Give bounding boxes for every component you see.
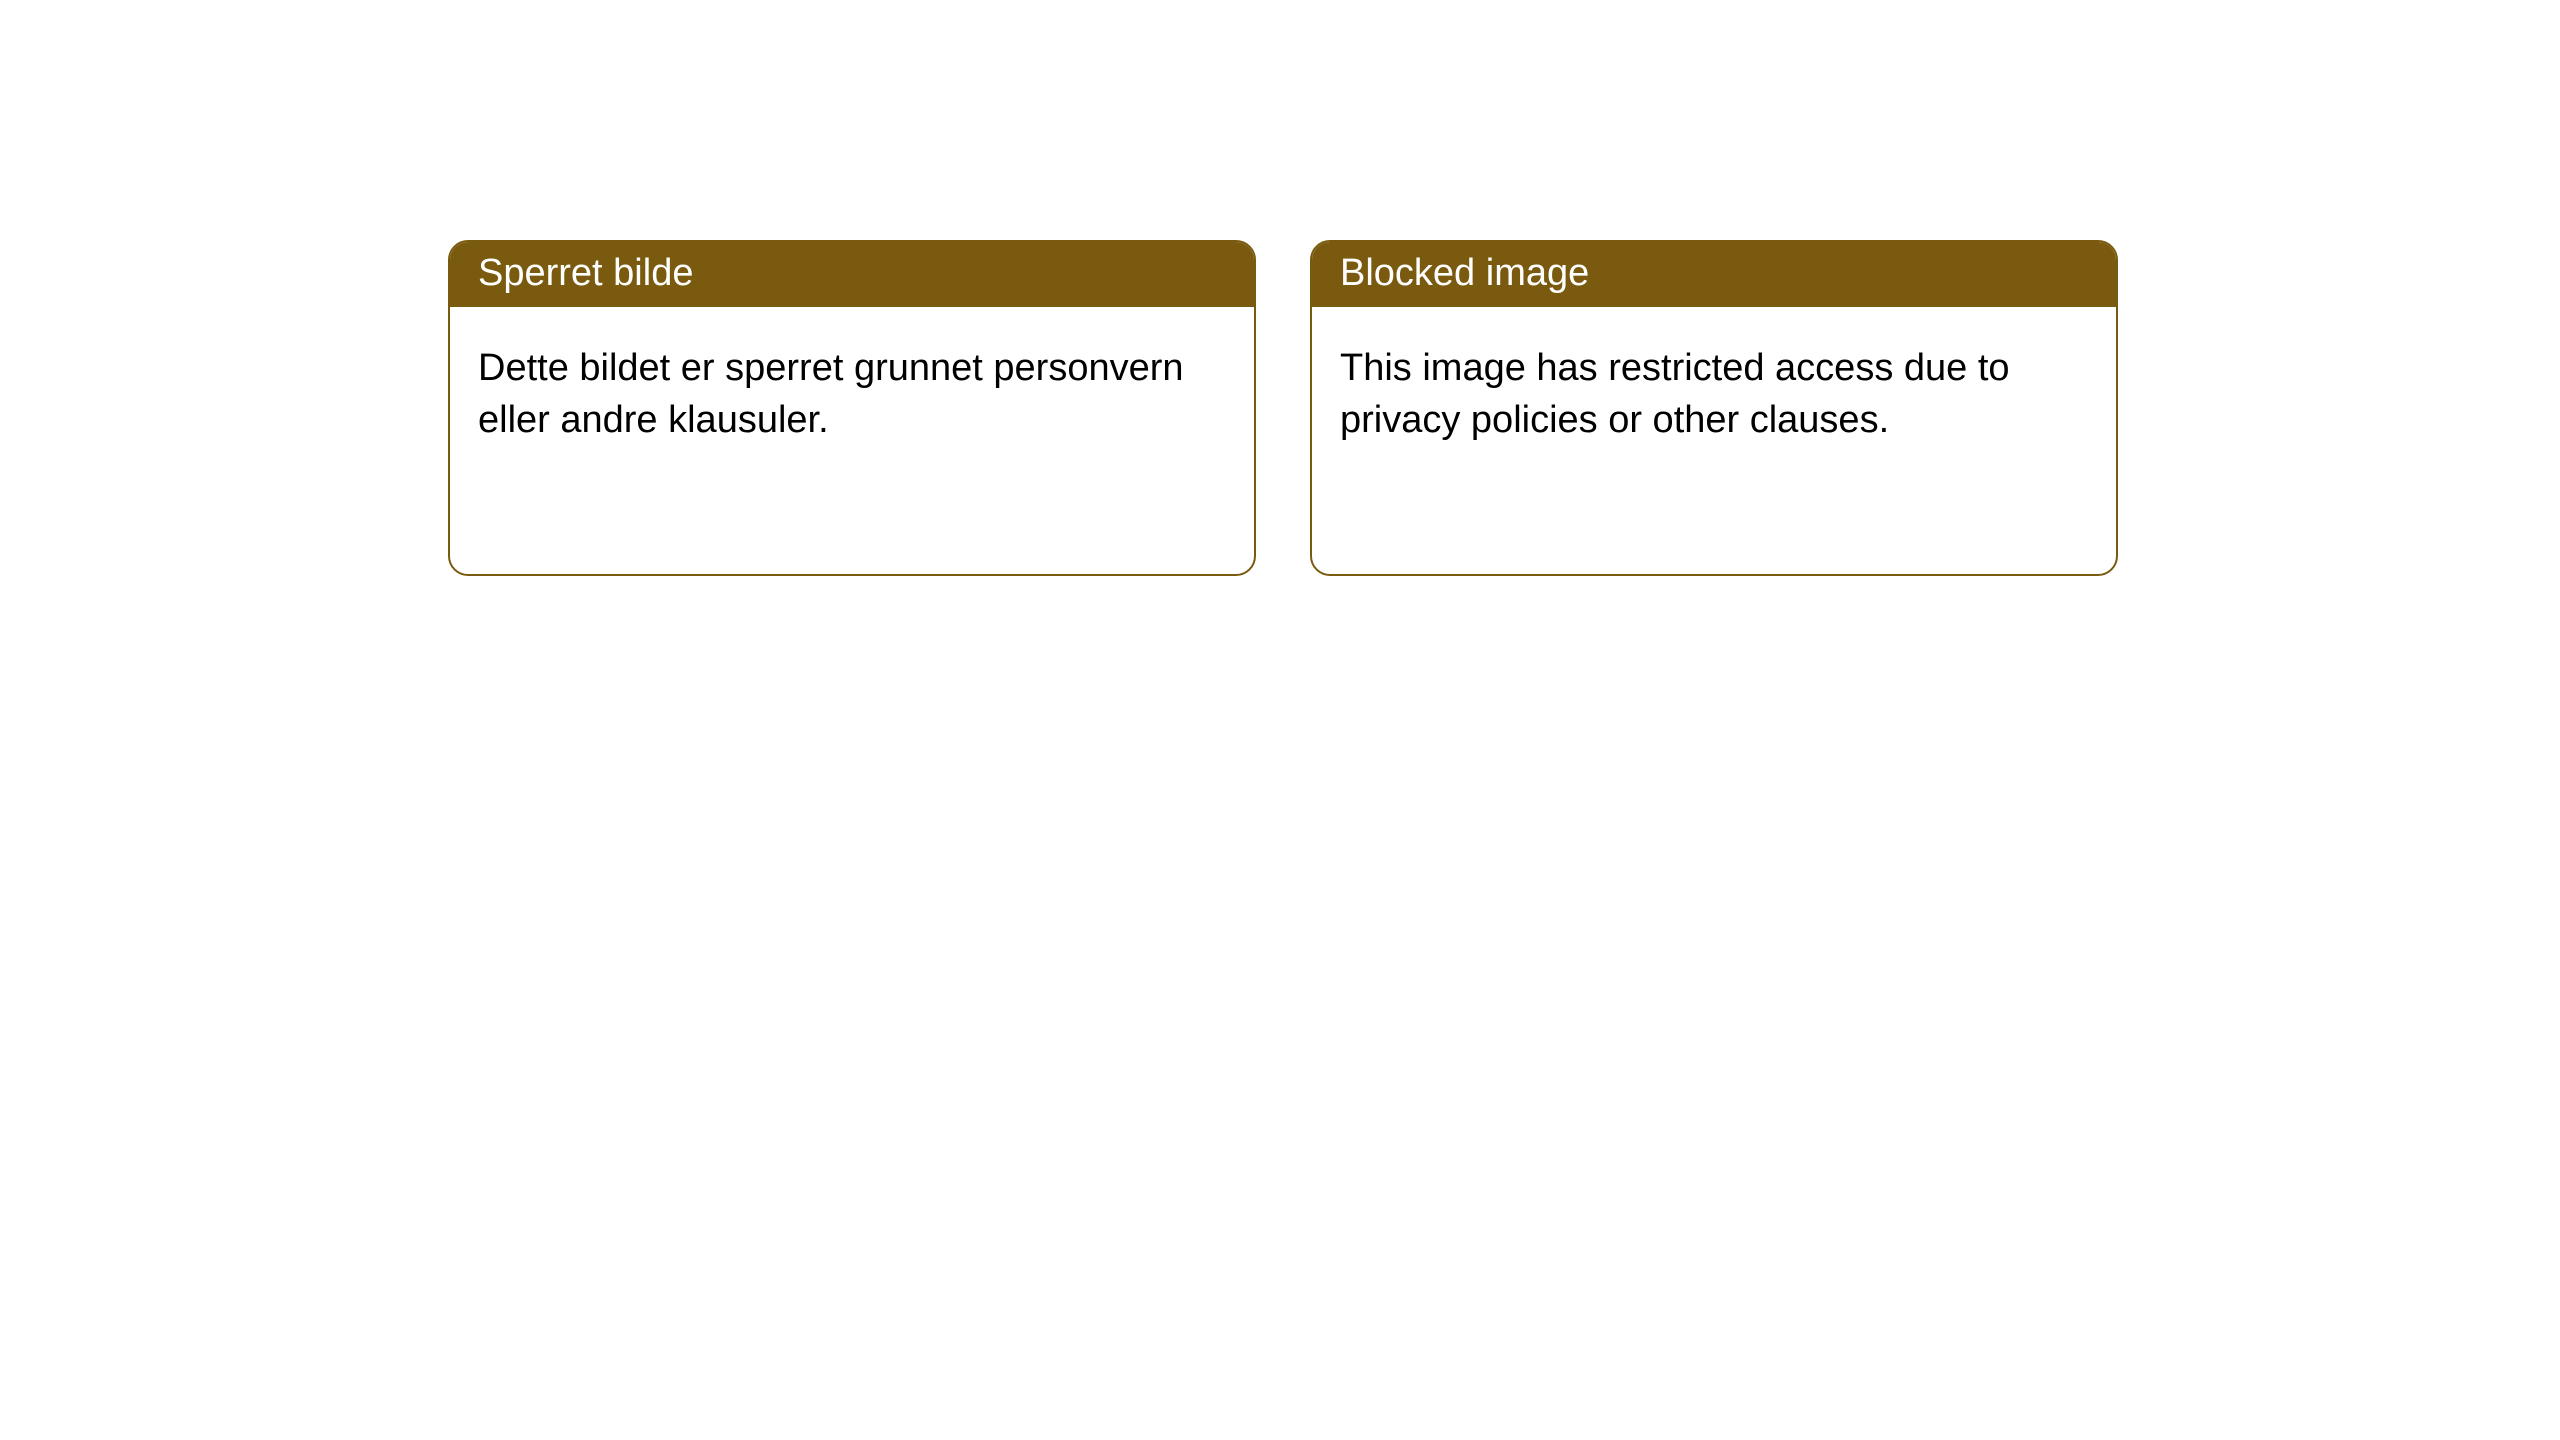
notice-title: Sperret bilde — [478, 252, 693, 294]
notice-title: Blocked image — [1340, 252, 1589, 294]
notice-container: Sperret bilde Dette bildet er sperret gr… — [0, 0, 2560, 576]
notice-header: Sperret bilde — [450, 242, 1254, 307]
notice-body-text: Dette bildet er sperret grunnet personve… — [478, 347, 1184, 441]
notice-card-norwegian: Sperret bilde Dette bildet er sperret gr… — [448, 240, 1256, 576]
notice-body-text: This image has restricted access due to … — [1340, 347, 2010, 441]
notice-body: Dette bildet er sperret grunnet personve… — [450, 307, 1254, 482]
notice-body: This image has restricted access due to … — [1312, 307, 2116, 482]
notice-card-english: Blocked image This image has restricted … — [1310, 240, 2118, 576]
notice-header: Blocked image — [1312, 242, 2116, 307]
